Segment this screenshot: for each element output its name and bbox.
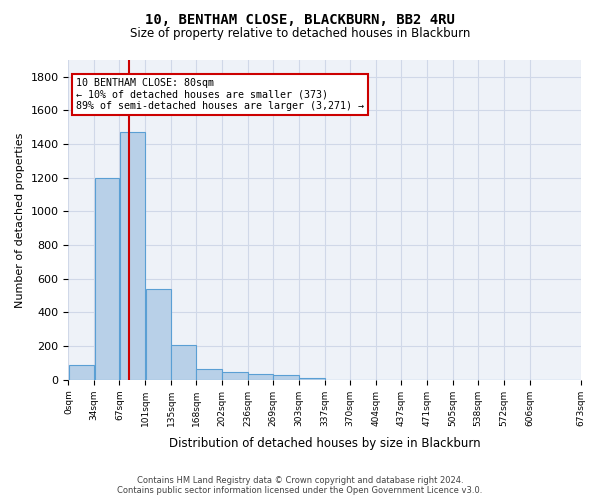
Bar [119,132,145,380]
X-axis label: Distribution of detached houses by size in Blackburn: Distribution of detached houses by size … [169,437,480,450]
Text: Size of property relative to detached houses in Blackburn: Size of property relative to detached ho… [130,28,470,40]
Bar [299,378,325,380]
Bar [248,374,273,380]
Bar [196,369,222,380]
Bar [95,178,119,380]
Bar [68,366,94,380]
Bar [223,372,248,380]
Text: 10 BENTHAM CLOSE: 80sqm
← 10% of detached houses are smaller (373)
89% of semi-d: 10 BENTHAM CLOSE: 80sqm ← 10% of detache… [76,78,364,111]
Bar [146,289,171,380]
Text: 10, BENTHAM CLOSE, BLACKBURN, BB2 4RU: 10, BENTHAM CLOSE, BLACKBURN, BB2 4RU [145,12,455,26]
Bar [172,346,196,380]
Text: Contains HM Land Registry data © Crown copyright and database right 2024.
Contai: Contains HM Land Registry data © Crown c… [118,476,482,495]
Bar [274,375,299,380]
Y-axis label: Number of detached properties: Number of detached properties [15,132,25,308]
